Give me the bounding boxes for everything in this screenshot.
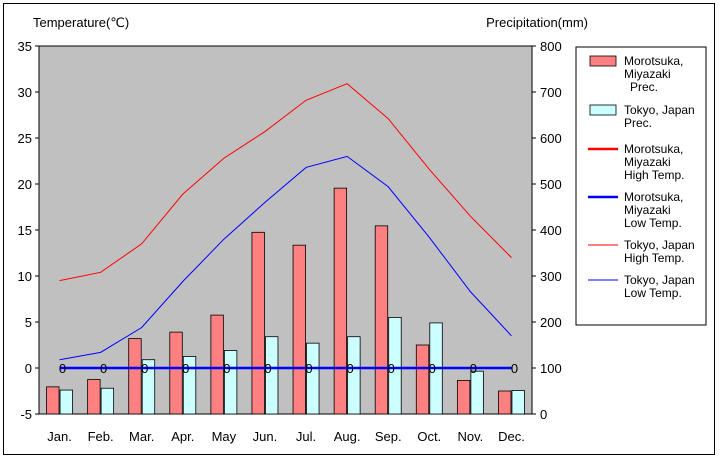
x-tick-label: Apr. — [171, 429, 194, 444]
left-tick-label: 15 — [18, 223, 32, 238]
legend-label: Miyazaki — [624, 155, 671, 169]
right-axis-title: Precipitation(mm) — [486, 15, 588, 30]
point-label: 0 — [182, 361, 189, 376]
bar-morotsuka-prec — [169, 331, 183, 415]
bar-tokyo-prec — [470, 370, 484, 415]
right-tick-label: 200 — [540, 315, 562, 330]
left-tick-label: 25 — [18, 131, 32, 146]
left-tick-label: 5 — [25, 315, 32, 330]
line-series-2 — [59, 83, 512, 282]
left-tick-label: 35 — [18, 39, 32, 54]
legend-swatch-bar — [589, 104, 617, 116]
bar-morotsuka-prec — [46, 386, 60, 415]
x-tick-label: Jan. — [47, 429, 72, 444]
legend-label: Morotsuka, — [624, 142, 683, 156]
legend-label: Miyazaki — [624, 203, 671, 217]
legend-label: Low Temp. — [624, 286, 682, 300]
point-label: 0 — [223, 361, 230, 376]
bar-morotsuka-prec — [374, 225, 389, 415]
bar-morotsuka-prec — [251, 231, 265, 415]
legend-label: High Temp. — [624, 168, 684, 182]
point-label: 0 — [264, 361, 271, 376]
bar-morotsuka-prec — [87, 379, 101, 415]
legend-label: Tokyo, Japan — [624, 273, 695, 287]
bar-morotsuka-prec — [333, 187, 348, 415]
point-label: 0 — [305, 361, 312, 376]
bar-morotsuka-prec — [128, 338, 142, 415]
legend-label: Prec. — [624, 116, 652, 130]
left-tick-label: -5 — [20, 407, 32, 422]
point-label: 0 — [59, 361, 66, 376]
bar-tokyo-prec — [100, 387, 115, 415]
legend-label: High Temp. — [624, 251, 684, 265]
left-tick-label: 0 — [25, 361, 32, 376]
right-tick-label: 800 — [540, 39, 562, 54]
point-label: 0 — [511, 361, 518, 376]
bar-tokyo-prec — [306, 342, 320, 415]
bar-morotsuka-prec — [456, 380, 471, 415]
point-label: 0 — [141, 361, 148, 376]
left-tick-label: 10 — [18, 269, 32, 284]
left-tick-label: 20 — [18, 177, 32, 192]
right-tick-label: 500 — [540, 177, 562, 192]
x-tick-label: Oct. — [417, 429, 441, 444]
bar-tokyo-prec — [182, 356, 197, 415]
x-tick-label: Feb. — [88, 429, 114, 444]
point-label: 0 — [388, 361, 395, 376]
bar-tokyo-prec — [59, 389, 73, 415]
legend-label: Morotsuka, — [624, 54, 683, 68]
legend-label: Miyazaki — [624, 67, 671, 81]
legend-label: Tokyo, Japan — [624, 238, 695, 252]
right-tick-label: 0 — [540, 407, 547, 422]
point-label: 0 — [100, 361, 107, 376]
x-tick-label: Mar. — [129, 429, 154, 444]
legend-label: Tokyo, Japan — [624, 103, 695, 117]
x-tick-label: May — [212, 429, 237, 444]
right-tick-label: 100 — [540, 361, 562, 376]
x-tick-label: Dec. — [498, 429, 525, 444]
x-tick-label: Sep. — [375, 429, 402, 444]
left-axis-title: Temperature(℃) — [33, 15, 129, 30]
plot-area — [38, 45, 533, 415]
point-label: 0 — [347, 361, 354, 376]
line-series-3 — [59, 155, 512, 361]
right-tick-label: 600 — [540, 131, 562, 146]
bar-tokyo-prec — [265, 336, 279, 415]
left-tick-label: 30 — [18, 85, 32, 100]
right-tick-label: 700 — [540, 85, 562, 100]
bar-morotsuka-prec — [498, 390, 512, 415]
x-tick-label: Nov. — [457, 429, 483, 444]
bar-tokyo-prec — [388, 316, 402, 415]
bar-tokyo-prec — [141, 359, 156, 415]
bar-morotsuka-prec — [292, 244, 306, 415]
legend-label: Prec. — [630, 80, 658, 94]
point-label: 0 — [429, 361, 436, 376]
bar-morotsuka-prec — [210, 314, 224, 415]
x-tick-label: Aug. — [334, 429, 361, 444]
right-tick-label: 300 — [540, 269, 562, 284]
bar-morotsuka-prec — [415, 344, 430, 415]
legend-swatch-bar — [589, 55, 617, 67]
legend-box — [575, 46, 707, 326]
bar-tokyo-prec — [347, 336, 361, 415]
bar-tokyo-prec — [223, 350, 238, 415]
legend-label: Low Temp. — [624, 216, 682, 230]
legend-label: Morotsuka, — [624, 190, 683, 204]
x-tick-label: Jun. — [253, 429, 278, 444]
bar-tokyo-prec — [511, 390, 525, 415]
x-tick-label: Jul. — [296, 429, 316, 444]
point-label: 0 — [470, 361, 477, 376]
right-tick-label: 400 — [540, 223, 562, 238]
